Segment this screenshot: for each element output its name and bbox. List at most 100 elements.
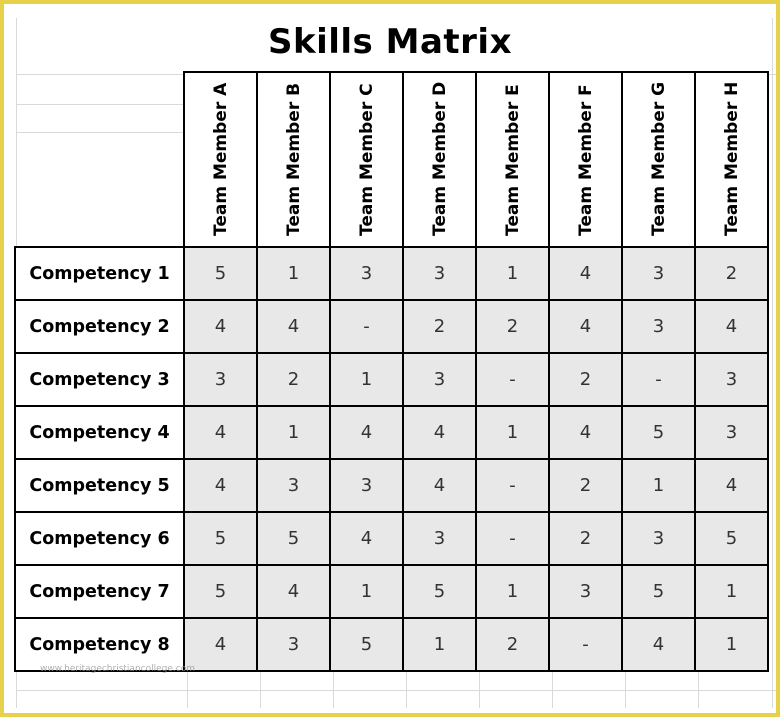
row-header-competency-2[interactable]: Competency 2 xyxy=(14,299,185,354)
score-cell[interactable]: 5 xyxy=(402,564,477,619)
table-row: Competency 1 5 1 3 3 1 4 3 2 xyxy=(14,246,769,301)
score-cell[interactable]: 3 xyxy=(694,405,769,460)
column-header-label: Team Member E xyxy=(502,84,523,236)
score-cell[interactable]: 4 xyxy=(621,617,696,672)
score-cell[interactable]: 1 xyxy=(475,564,550,619)
row-header-competency-7[interactable]: Competency 7 xyxy=(14,564,185,619)
score-cell[interactable]: 4 xyxy=(183,405,258,460)
score-cell[interactable]: 3 xyxy=(402,352,477,407)
score-cell[interactable]: 1 xyxy=(475,405,550,460)
score-cell[interactable]: 3 xyxy=(329,458,404,513)
score-cell[interactable]: 5 xyxy=(329,617,404,672)
sheet-gridline xyxy=(260,672,261,708)
sheet-gridline xyxy=(625,672,626,708)
score-cell[interactable]: 2 xyxy=(475,617,550,672)
table-row: Competency 6 5 5 4 3 - 2 3 5 xyxy=(14,511,769,566)
row-header-competency-5[interactable]: Competency 5 xyxy=(14,458,185,513)
table-row: Competency 2 4 4 - 2 2 4 3 4 xyxy=(14,299,769,354)
score-cell[interactable]: 2 xyxy=(548,458,623,513)
score-cell[interactable]: 4 xyxy=(548,299,623,354)
score-cell[interactable]: 1 xyxy=(694,617,769,672)
score-cell[interactable]: 4 xyxy=(256,564,331,619)
score-cell[interactable]: 4 xyxy=(548,405,623,460)
corner-cell xyxy=(15,72,184,247)
score-cell[interactable]: - xyxy=(475,511,550,566)
score-cell[interactable]: 3 xyxy=(621,299,696,354)
header-row: Team Member A Team Member B Team Member … xyxy=(15,71,769,248)
score-cell[interactable]: 2 xyxy=(402,299,477,354)
score-cell[interactable]: 4 xyxy=(256,299,331,354)
score-cell[interactable]: 3 xyxy=(548,564,623,619)
score-cell[interactable]: 1 xyxy=(329,564,404,619)
column-header-member-g[interactable]: Team Member G xyxy=(621,71,696,248)
score-cell[interactable]: 5 xyxy=(256,511,331,566)
score-cell[interactable]: 5 xyxy=(621,564,696,619)
score-cell[interactable]: 4 xyxy=(694,458,769,513)
column-header-label: Team Member D xyxy=(429,81,450,236)
sheet-gridline xyxy=(772,18,773,708)
score-cell[interactable]: 5 xyxy=(183,564,258,619)
row-header-competency-3[interactable]: Competency 3 xyxy=(14,352,185,407)
table-row: Competency 5 4 3 3 4 - 2 1 4 xyxy=(14,458,769,513)
score-cell[interactable]: 3 xyxy=(621,511,696,566)
score-cell[interactable]: 5 xyxy=(621,405,696,460)
score-cell[interactable]: 4 xyxy=(402,405,477,460)
table-row: Competency 3 3 2 1 3 - 2 - 3 xyxy=(14,352,769,407)
score-cell[interactable]: 4 xyxy=(402,458,477,513)
table-row: Competency 4 4 1 4 4 1 4 5 3 xyxy=(14,405,769,460)
score-cell[interactable]: - xyxy=(548,617,623,672)
score-cell[interactable]: 2 xyxy=(548,352,623,407)
row-header-competency-6[interactable]: Competency 6 xyxy=(14,511,185,566)
row-header-competency-4[interactable]: Competency 4 xyxy=(14,405,185,460)
score-cell[interactable]: 3 xyxy=(329,246,404,301)
column-header-member-c[interactable]: Team Member C xyxy=(329,71,404,248)
score-cell[interactable]: 1 xyxy=(402,617,477,672)
column-header-member-d[interactable]: Team Member D xyxy=(402,71,477,248)
sheet-gridline xyxy=(333,672,334,708)
sheet-gridline xyxy=(16,104,186,105)
column-header-label: Team Member F xyxy=(575,84,596,236)
sheet-gridline xyxy=(406,672,407,708)
score-cell[interactable]: - xyxy=(475,352,550,407)
score-cell[interactable]: 1 xyxy=(329,352,404,407)
score-cell[interactable]: 3 xyxy=(183,352,258,407)
column-header-member-a[interactable]: Team Member A xyxy=(183,71,258,248)
score-cell[interactable]: 1 xyxy=(256,405,331,460)
score-cell[interactable]: 3 xyxy=(694,352,769,407)
score-cell[interactable]: 5 xyxy=(183,246,258,301)
score-cell[interactable]: 4 xyxy=(548,246,623,301)
score-cell[interactable]: 3 xyxy=(402,511,477,566)
score-cell[interactable]: 2 xyxy=(475,299,550,354)
score-cell[interactable]: 4 xyxy=(183,299,258,354)
score-cell[interactable]: 2 xyxy=(256,352,331,407)
score-cell[interactable]: 2 xyxy=(548,511,623,566)
score-cell[interactable]: 2 xyxy=(694,246,769,301)
score-cell[interactable]: 1 xyxy=(256,246,331,301)
row-header-competency-1[interactable]: Competency 1 xyxy=(14,246,185,301)
sheet-gridline xyxy=(16,690,776,691)
score-cell[interactable]: - xyxy=(621,352,696,407)
score-cell[interactable]: 3 xyxy=(256,458,331,513)
score-cell[interactable]: 5 xyxy=(183,511,258,566)
score-cell[interactable]: 1 xyxy=(694,564,769,619)
score-cell[interactable]: 4 xyxy=(183,458,258,513)
column-header-label: Team Member A xyxy=(210,82,231,236)
score-cell[interactable]: - xyxy=(329,299,404,354)
column-header-member-b[interactable]: Team Member B xyxy=(256,71,331,248)
score-cell[interactable]: 1 xyxy=(621,458,696,513)
score-cell[interactable]: 3 xyxy=(621,246,696,301)
column-header-member-e[interactable]: Team Member E xyxy=(475,71,550,248)
column-header-member-f[interactable]: Team Member F xyxy=(548,71,623,248)
column-header-member-h[interactable]: Team Member H xyxy=(694,71,769,248)
score-cell[interactable]: 3 xyxy=(402,246,477,301)
score-cell[interactable]: 1 xyxy=(475,246,550,301)
score-cell[interactable]: 4 xyxy=(694,299,769,354)
score-cell[interactable]: 3 xyxy=(256,617,331,672)
row-header-competency-8[interactable]: Competency 8 xyxy=(14,617,185,672)
score-cell[interactable]: 4 xyxy=(329,511,404,566)
score-cell[interactable]: 4 xyxy=(183,617,258,672)
column-header-label: Team Member G xyxy=(648,81,669,236)
score-cell[interactable]: 4 xyxy=(329,405,404,460)
score-cell[interactable]: - xyxy=(475,458,550,513)
score-cell[interactable]: 5 xyxy=(694,511,769,566)
